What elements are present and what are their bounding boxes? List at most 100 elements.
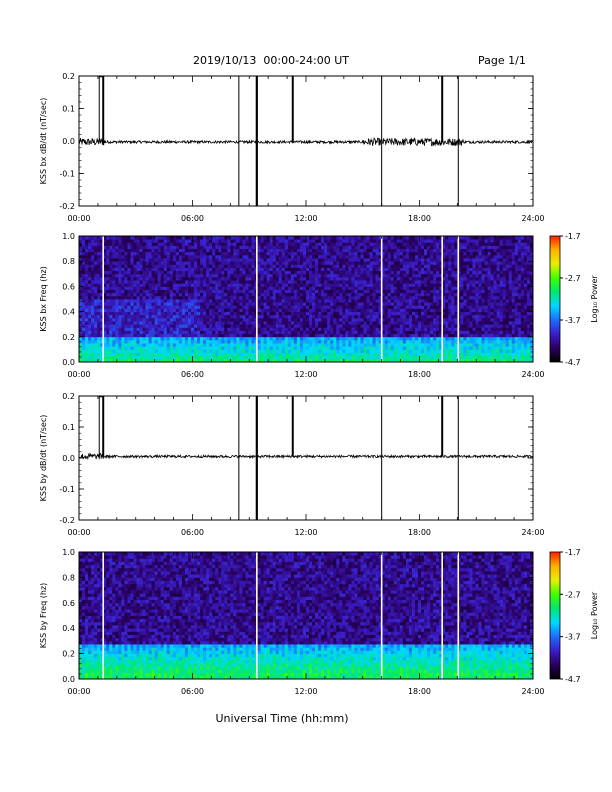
spectrogram-cell: [251, 324, 255, 328]
spectrogram-cell: [118, 311, 122, 316]
spectrogram-cell: [221, 239, 225, 243]
spectrogram-cell: [360, 264, 364, 268]
spectrogram-cell: [142, 336, 146, 341]
spectrogram-cell: [181, 339, 186, 344]
spectrogram-cell: [224, 330, 228, 335]
spectrogram-cell: [160, 295, 165, 300]
spectrogram-cell: [236, 251, 240, 256]
spectrogram-cell: [79, 292, 83, 297]
spectrogram-cell: [393, 336, 398, 341]
spectrogram-cell: [321, 273, 325, 278]
spectrogram-cell: [433, 333, 437, 338]
spectrogram-cell: [275, 333, 280, 338]
spectrogram-cell: [427, 308, 431, 312]
spectrogram-cell: [112, 305, 116, 309]
spectrogram-cell: [427, 242, 431, 246]
spectrogram-cell: [236, 339, 240, 344]
spectrogram-cell: [287, 261, 292, 265]
spectrogram-cell: [299, 358, 304, 363]
spectrogram-cell: [263, 349, 268, 353]
spectrogram-cell: [442, 321, 446, 325]
spectrogram-cell: [339, 343, 343, 347]
spectrogram-cell: [112, 302, 116, 306]
spectrogram-cell: [411, 343, 416, 347]
spectrogram-cell: [345, 302, 349, 306]
spectrogram-cell: [427, 299, 431, 303]
spectrogram-cell: [91, 236, 95, 240]
spectrogram-cell: [363, 280, 367, 284]
spectrogram-cell: [336, 258, 340, 262]
spectrogram-cell: [145, 352, 150, 357]
spectrogram-cell: [263, 273, 268, 278]
spectrogram-cell: [127, 273, 131, 278]
spectrogram-cell: [306, 276, 310, 281]
spectrogram-cell: [157, 236, 162, 240]
spectrogram-cell: [357, 267, 361, 272]
spectrogram-cell: [221, 308, 225, 312]
spectrogram-cell: [354, 286, 358, 290]
spectrogram-cell: [417, 280, 422, 284]
spectrogram-cell: [414, 251, 419, 256]
spectrogram-cell: [242, 299, 246, 303]
spectrogram-cell: [166, 251, 171, 256]
spectrogram-cell: [427, 302, 431, 306]
spectrogram-cell: [433, 236, 437, 240]
spectrogram-cell: [245, 311, 249, 316]
spectrogram-cell: [100, 251, 104, 256]
spectrogram-cell: [206, 254, 210, 259]
spectrogram-cell: [430, 273, 434, 278]
spectrogram-cell: [251, 349, 255, 353]
spectrogram-cell: [85, 286, 89, 290]
spectrogram-cell: [97, 276, 101, 281]
spectrogram-cell: [396, 261, 401, 265]
spectrogram-cell: [439, 346, 443, 350]
spectrogram-cell: [339, 273, 343, 278]
spectrogram-cell: [233, 311, 237, 316]
spectrogram-cell: [106, 324, 110, 328]
spectrogram-cell: [357, 261, 361, 265]
spectrogram-cell: [414, 239, 419, 243]
spectrogram-cell: [239, 308, 243, 312]
spectrogram-cell: [233, 358, 237, 363]
spectrogram-cell: [417, 336, 422, 341]
spectrogram-cell: [203, 292, 207, 297]
spectrogram-cell: [306, 261, 310, 265]
spectrogram-cell: [363, 314, 367, 319]
spectrogram-cell: [312, 270, 316, 275]
spectrogram-cell: [430, 239, 434, 243]
spectrogram-cell: [97, 343, 101, 347]
spectrogram-cell: [296, 286, 301, 290]
spectrogram-cell: [166, 276, 171, 281]
spectrogram-cell: [85, 289, 89, 294]
spectrogram-cell: [266, 292, 271, 297]
spectrogram-cell: [115, 261, 119, 265]
spectrogram-cell: [218, 349, 222, 353]
spectrogram-cell: [139, 336, 143, 341]
spectrogram-cell: [260, 273, 265, 278]
spectrogram-cell: [430, 339, 434, 344]
spectrogram-cell: [172, 242, 177, 246]
spectrogram-cell: [284, 273, 289, 278]
spectrogram-cell: [115, 245, 119, 249]
spectrogram-cell: [154, 264, 159, 268]
spectrogram-cell: [79, 321, 83, 325]
spectrogram-cell: [284, 289, 289, 294]
spectrogram-cell: [106, 283, 110, 287]
spectrogram-cell: [79, 242, 83, 246]
spectrogram-cell: [215, 286, 219, 290]
spectrogram-cell: [157, 242, 162, 246]
spectrogram-cell: [160, 270, 165, 275]
y-axis-label: KSS bx dB/dt (nT/sec): [39, 98, 48, 185]
spectrogram-cell: [109, 311, 113, 316]
spectrogram-cell: [209, 261, 213, 265]
spectrogram-cell: [281, 245, 286, 249]
spectrogram-cell: [330, 236, 334, 240]
spectrogram-cell: [336, 321, 340, 325]
spectrogram-cell: [296, 242, 301, 246]
spectrogram-cell: [330, 239, 334, 243]
spectrogram-cell: [248, 336, 252, 341]
spectrogram-cell: [200, 280, 204, 284]
spectrogram-cell: [91, 355, 95, 360]
spectrogram-cell: [218, 305, 222, 309]
spectrogram-cell: [221, 292, 225, 297]
